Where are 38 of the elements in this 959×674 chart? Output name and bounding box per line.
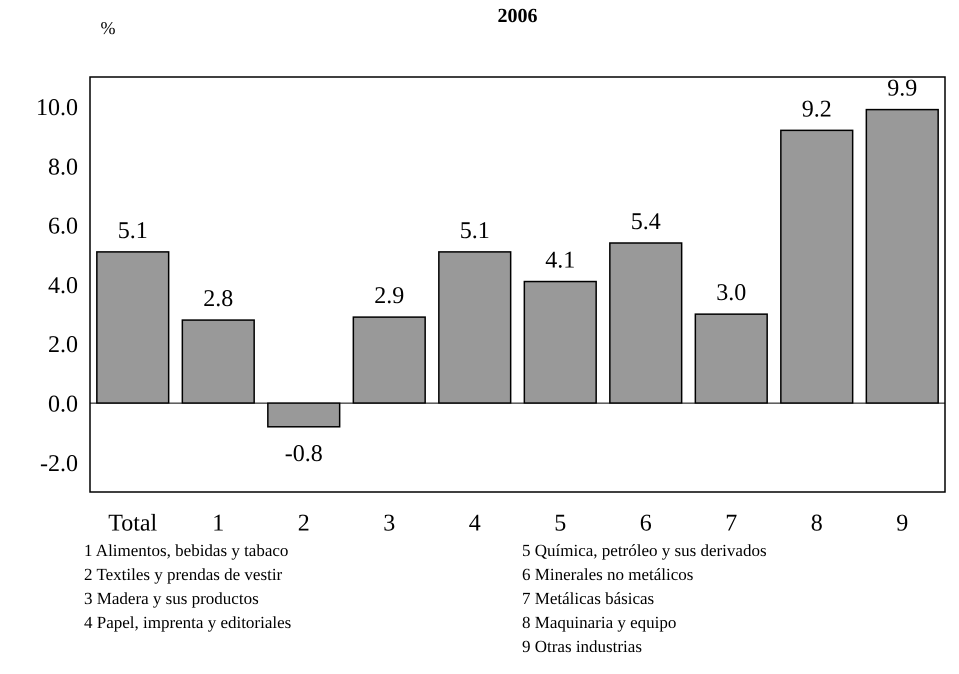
chart-title: 2006 (498, 5, 538, 27)
x-tick-label: 2 (298, 510, 310, 536)
data-label: 5.1 (118, 218, 148, 244)
y-tick-label: 10.0 (36, 95, 78, 122)
y-tick-label: 2.0 (48, 332, 78, 358)
x-tick-label: Total (108, 510, 158, 536)
text: 9 Otras industrias (522, 636, 642, 656)
data-label: 9.2 (802, 96, 832, 122)
y-tick-label: 8.0 (48, 154, 78, 180)
data-label: 3.0 (716, 280, 746, 306)
x-tick-label: 4 (468, 510, 481, 536)
text: 8 Maquinaria y equipo (522, 612, 676, 632)
y-axis-title: % (100, 18, 116, 38)
text: 4 Papel, imprenta y editoriales (84, 612, 292, 632)
text: 2 Textiles y prendas de vestir (84, 564, 283, 584)
y-tick-label: 4.0 (48, 272, 78, 299)
y-tick-label: 6.0 (48, 214, 78, 240)
x-tick-label: 3 (383, 510, 396, 536)
y-tick-label: 0.0 (48, 391, 78, 418)
x-tick-label: 5 (554, 510, 566, 536)
data-label: 9.9 (887, 76, 918, 102)
y-tick-label: -2.0 (40, 450, 78, 477)
text: 7 Metálicas básicas (522, 588, 654, 608)
data-label: -0.8 (284, 440, 323, 467)
text: 1 Alimentos, bebidas y tabaco (84, 540, 288, 560)
text: 6 Minerales no metálicos (522, 564, 694, 584)
x-tick-label: 1 (212, 510, 224, 536)
data-label: 4.1 (545, 248, 576, 274)
x-tick-label: 9 (896, 510, 908, 536)
data-label: 5.4 (630, 209, 661, 235)
data-label: 2.8 (203, 286, 234, 312)
x-tick-label: 6 (640, 510, 652, 536)
text: 3 Madera y sus productos (84, 588, 259, 608)
x-tick-label: 7 (725, 510, 738, 536)
data-label: 5.1 (460, 218, 490, 244)
data-label: 2.9 (374, 283, 404, 310)
x-tick-label: 8 (810, 510, 823, 536)
text: 5 Química, petróleo y sus derivados (522, 540, 767, 560)
